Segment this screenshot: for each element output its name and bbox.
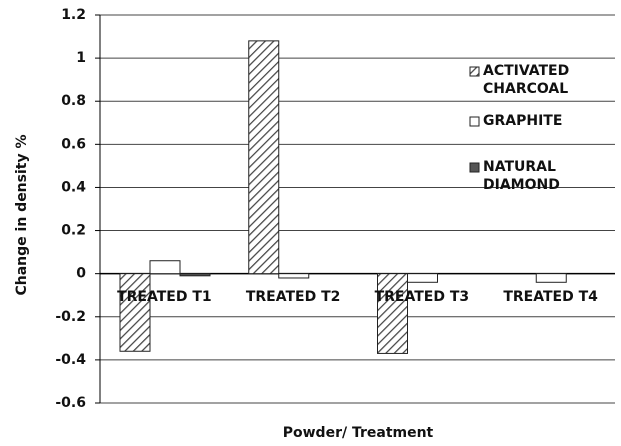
x-tick-label: TREATED T4	[503, 289, 598, 305]
legend-swatch	[469, 162, 480, 173]
y-tick-label: 0.8	[61, 93, 86, 109]
legend-swatch	[469, 116, 480, 127]
x-tick-label: TREATED T1	[117, 289, 212, 305]
y-tick-label: 0.6	[61, 136, 86, 152]
y-tick-label: 1	[76, 50, 86, 66]
bar	[278, 273, 310, 279]
x-tick-label: TREATED T3	[374, 289, 470, 305]
legend-label: GRAPHITE	[483, 113, 563, 129]
bar	[149, 260, 181, 275]
bar	[119, 273, 151, 352]
y-tick-label: -0.4	[55, 352, 86, 368]
legend-swatch	[469, 66, 480, 77]
x-tick-label: TREATED T2	[245, 289, 341, 305]
x-axis-label: Powder/ Treatment	[283, 425, 434, 441]
y-tick-label: -0.6	[55, 395, 86, 411]
y-tick-label: 0.2	[61, 223, 86, 239]
y-tick-label: 1.2	[61, 7, 86, 23]
bar	[248, 40, 280, 275]
bar	[179, 273, 211, 277]
bar	[535, 273, 567, 283]
legend-label: NATURAL DIAMOND	[483, 159, 560, 193]
bar	[377, 273, 408, 354]
y-tick-label: 0.4	[61, 179, 86, 195]
legend-label: ACTIVATED CHARCOAL	[483, 63, 570, 97]
y-axis-label: Change in density %	[14, 134, 30, 295]
bar	[407, 273, 438, 283]
y-tick-label: 0	[76, 266, 86, 282]
y-tick-label: -0.2	[55, 309, 86, 325]
